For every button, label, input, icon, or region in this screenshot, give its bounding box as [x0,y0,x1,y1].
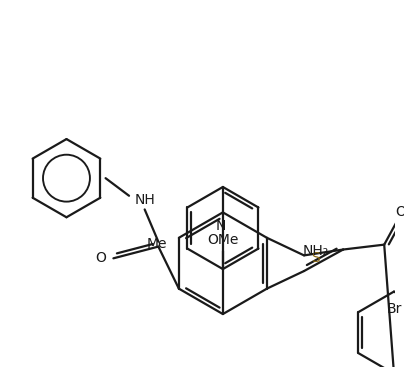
Text: OMe: OMe [207,233,239,247]
Text: NH₂: NH₂ [303,244,329,259]
Text: S: S [311,251,320,265]
Text: Me: Me [147,237,168,251]
Text: O: O [396,206,404,219]
Text: Br: Br [386,302,402,316]
Text: NH: NH [134,193,155,207]
Text: O: O [95,251,106,265]
Text: N: N [216,219,226,233]
